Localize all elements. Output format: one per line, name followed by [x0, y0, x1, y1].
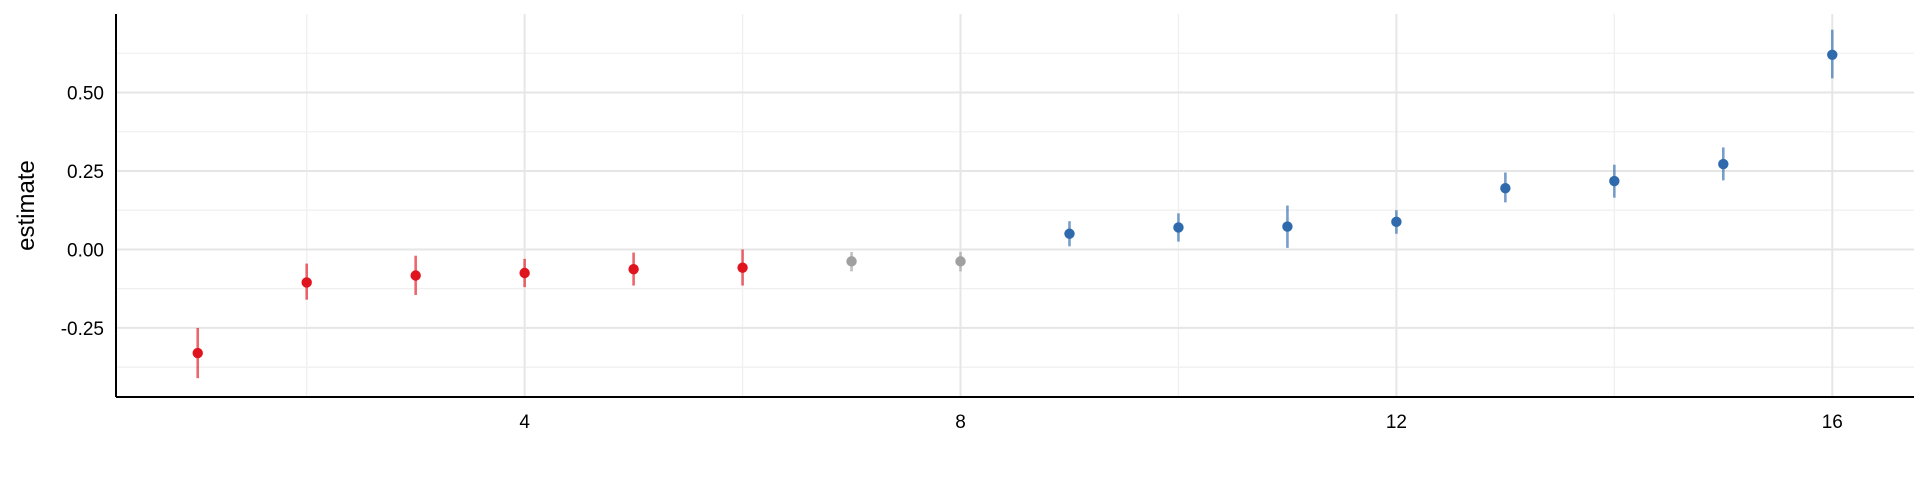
data-point: [628, 264, 639, 275]
x-tick-label: 4: [519, 412, 530, 433]
data-point: [1282, 221, 1293, 232]
data-point: [1391, 216, 1402, 228]
data-point: [192, 347, 203, 359]
x-tick-label: 8: [955, 412, 966, 433]
axes: [115, 14, 1914, 398]
y-tick-label: 0.25: [67, 162, 104, 183]
x-tick-labels: 4 8 12 16: [519, 412, 1842, 433]
data-point: [301, 277, 312, 288]
data-point: [519, 267, 530, 279]
data-point: [410, 270, 421, 281]
y-tick-label: 0.50: [67, 83, 104, 104]
y-tick-label: 0.00: [67, 240, 104, 261]
data-point: [1173, 222, 1184, 233]
data-point: [1827, 49, 1838, 61]
data-points: [192, 49, 1838, 359]
y-tick-labels: -0.25 0.00 0.25 0.50: [61, 83, 104, 339]
x-tick-label: 16: [1822, 412, 1843, 433]
data-point: [846, 256, 857, 267]
y-tick-label: -0.25: [61, 319, 104, 340]
data-point: [1718, 158, 1729, 170]
error-bars: [196, 29, 1834, 379]
x-tick-label: 12: [1386, 412, 1407, 433]
y-axis-title: estimate: [13, 160, 40, 251]
data-point: [1609, 175, 1620, 187]
data-point: [1500, 183, 1511, 194]
data-point: [955, 256, 966, 267]
gridlines: [116, 14, 1914, 397]
data-point: [1064, 228, 1075, 239]
data-point: [737, 262, 748, 273]
